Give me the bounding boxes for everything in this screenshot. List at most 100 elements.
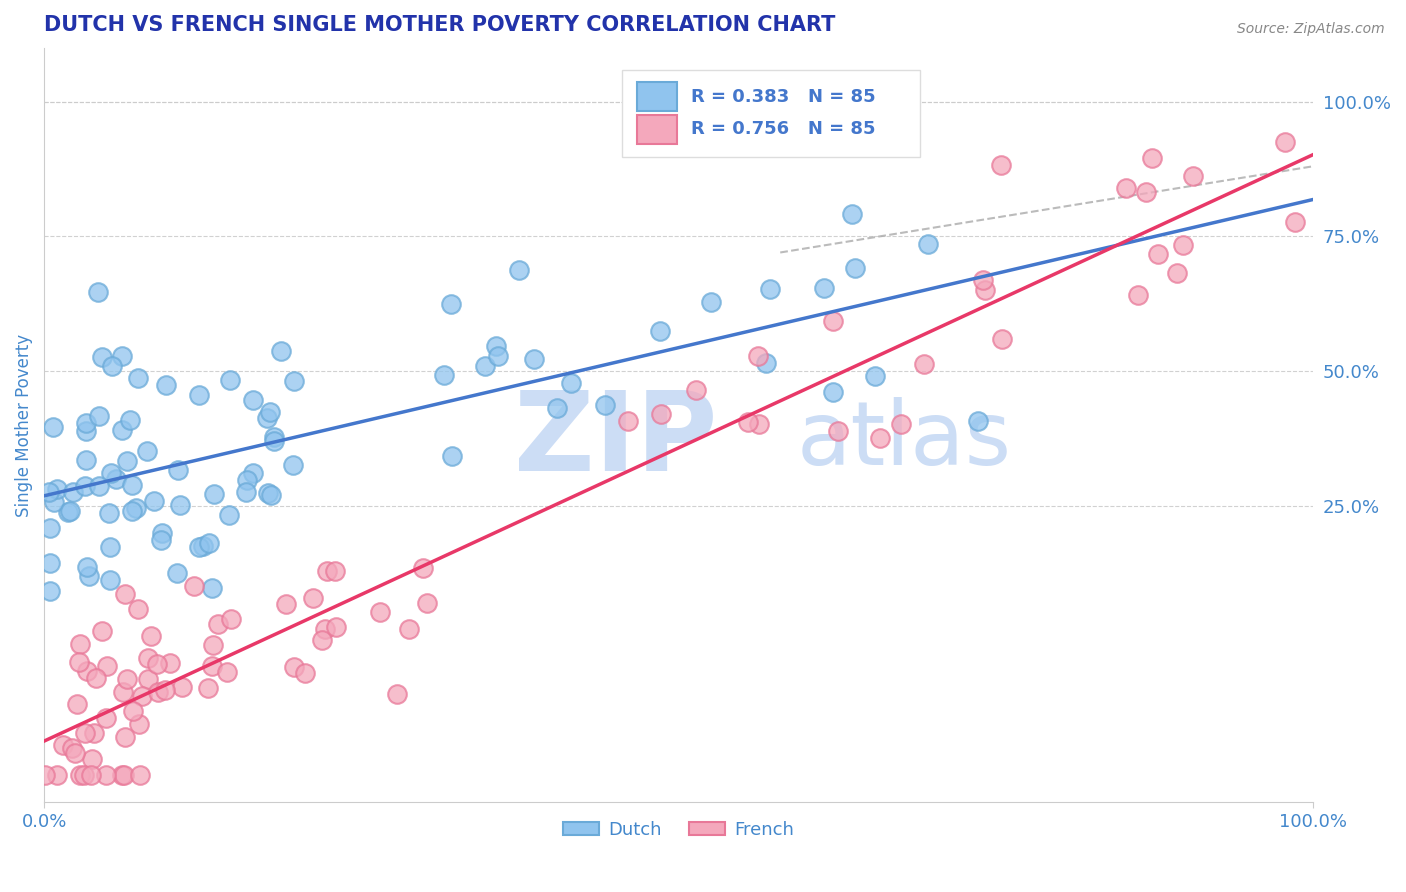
Point: [440, 297, 463, 311]
Point: [46, 768, 69, 782]
Point: [201, 659, 224, 673]
Point: [52, 738, 75, 752]
Point: [617, 414, 640, 428]
Point: [112, 768, 135, 782]
Point: [263, 430, 285, 444]
Point: [385, 687, 408, 701]
Point: [127, 370, 149, 384]
Point: [62, 485, 84, 500]
Point: [650, 407, 672, 421]
Point: [197, 681, 219, 696]
Point: [844, 260, 866, 275]
Point: [69, 768, 91, 782]
Point: [748, 417, 770, 431]
Text: ZIP: ZIP: [513, 386, 717, 493]
Point: [259, 405, 281, 419]
Point: [546, 401, 568, 415]
Point: [201, 638, 224, 652]
Point: [80, 752, 103, 766]
Point: [263, 434, 285, 448]
Point: [114, 587, 136, 601]
Point: [104, 472, 127, 486]
Point: [207, 616, 229, 631]
Point: [187, 388, 209, 402]
Point: [98, 507, 121, 521]
Point: [912, 357, 935, 371]
Point: [990, 158, 1012, 172]
Point: [66, 697, 89, 711]
Point: [127, 602, 149, 616]
Point: [96, 658, 118, 673]
FancyBboxPatch shape: [621, 70, 920, 157]
Point: [38, 485, 60, 500]
Point: [121, 504, 143, 518]
Point: [441, 449, 464, 463]
Point: [737, 415, 759, 429]
Point: [111, 768, 134, 782]
Bar: [637, 82, 678, 111]
Point: [242, 392, 264, 407]
Point: [131, 689, 153, 703]
Point: [122, 704, 145, 718]
Point: [215, 665, 238, 680]
Point: [747, 349, 769, 363]
Point: [75, 416, 97, 430]
Point: [301, 591, 323, 605]
Point: [201, 581, 224, 595]
Text: R = 0.383   N = 85: R = 0.383 N = 85: [692, 87, 876, 106]
Point: [91, 350, 114, 364]
Point: [294, 666, 316, 681]
Point: [114, 730, 136, 744]
Point: [485, 338, 508, 352]
Point: [172, 680, 194, 694]
Point: [242, 467, 264, 481]
Point: [73, 726, 96, 740]
Point: [974, 283, 997, 297]
Point: [125, 500, 148, 515]
Point: [841, 207, 863, 221]
Point: [218, 508, 240, 523]
Point: [1115, 181, 1137, 195]
Point: [169, 499, 191, 513]
Point: [890, 417, 912, 432]
Point: [759, 283, 782, 297]
Point: [1284, 214, 1306, 228]
Point: [1140, 151, 1163, 165]
Point: [39, 583, 62, 598]
Point: [39, 556, 62, 570]
Point: [593, 399, 616, 413]
Point: [115, 454, 138, 468]
Point: [150, 533, 173, 547]
Point: [191, 539, 214, 553]
Point: [1128, 288, 1150, 302]
Point: [508, 263, 530, 277]
Point: [155, 378, 177, 392]
Point: [128, 717, 150, 731]
Point: [89, 478, 111, 492]
Point: [368, 605, 391, 619]
Point: [146, 657, 169, 671]
Point: [150, 526, 173, 541]
Point: [311, 633, 333, 648]
Point: [166, 566, 188, 580]
Point: [474, 359, 496, 373]
Point: [96, 768, 118, 782]
Point: [967, 413, 990, 427]
Point: [398, 622, 420, 636]
Point: [136, 444, 159, 458]
Point: [270, 344, 292, 359]
Point: [314, 623, 336, 637]
Point: [111, 684, 134, 698]
Point: [75, 453, 97, 467]
Point: [153, 683, 176, 698]
Point: [56, 505, 79, 519]
Bar: [637, 115, 678, 144]
Point: [283, 660, 305, 674]
Point: [1181, 169, 1204, 183]
Point: [76, 664, 98, 678]
Point: [111, 349, 134, 363]
Point: [523, 351, 546, 366]
Point: [46, 482, 69, 496]
Point: [323, 564, 346, 578]
Point: [89, 409, 111, 424]
